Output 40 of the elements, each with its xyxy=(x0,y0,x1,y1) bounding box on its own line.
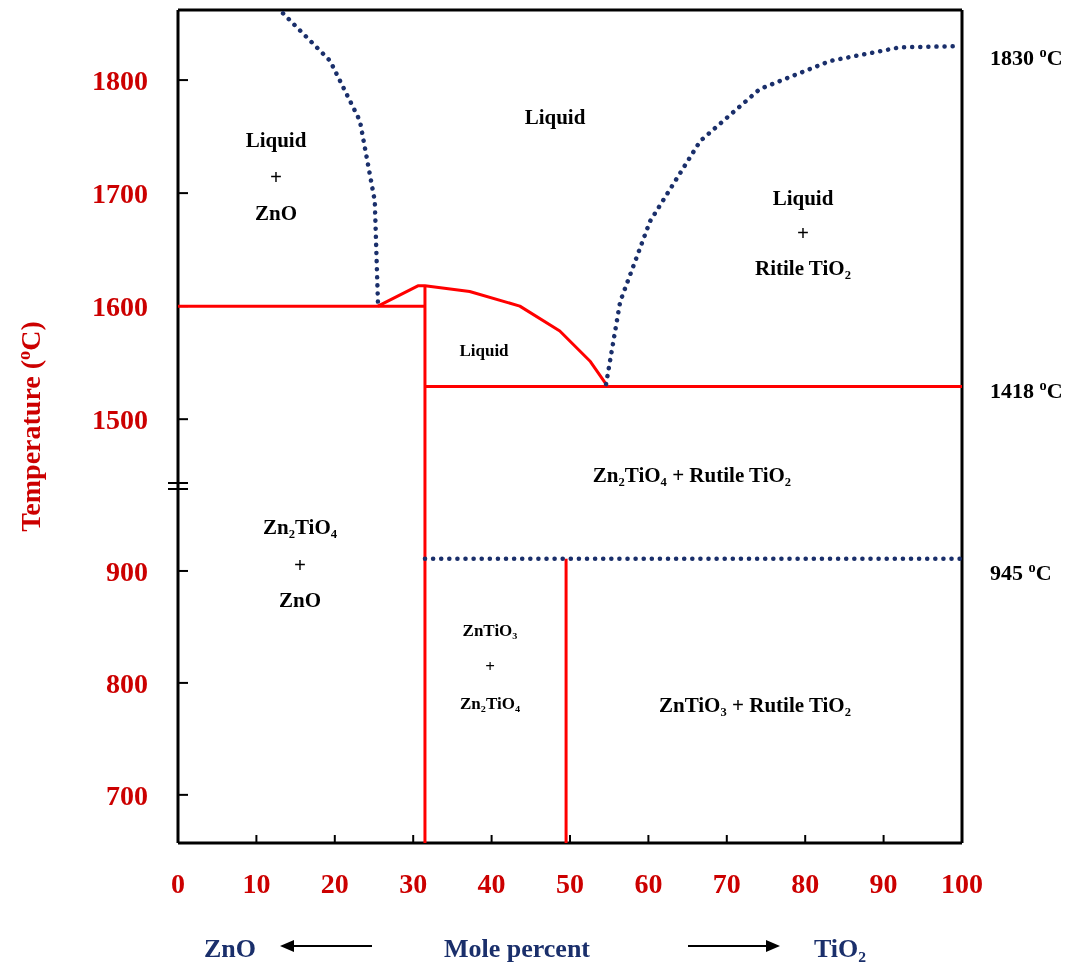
annotation: Zn₂TiO₄ xyxy=(262,515,338,540)
annotation: ZnTiO₃ + Rutile TiO₂ xyxy=(658,693,852,718)
annotation: Liquid xyxy=(245,128,307,153)
annotation: Liquid xyxy=(524,105,586,130)
x-axis-title: Mole percent xyxy=(443,934,591,964)
y-tick-label: 800 xyxy=(106,667,148,699)
annotation: + xyxy=(294,553,306,578)
annotation: ZnO xyxy=(254,201,298,226)
x-tick-label: 40 xyxy=(477,867,506,899)
x-tick-label: 70 xyxy=(712,867,741,899)
annotation: Zn₂TiO₄ + Rutile TiO₂ xyxy=(592,463,792,488)
x-tick-label: 20 xyxy=(320,867,349,899)
x-tick-label: 0 xyxy=(171,867,185,899)
text: ZnO xyxy=(203,934,257,964)
x-tick-label: 100 xyxy=(941,867,983,899)
annotation: ZnTiO₃ xyxy=(462,620,518,640)
y-tick-label: 1600 xyxy=(92,290,148,322)
x-tick-label: 50 xyxy=(556,867,584,899)
text: 1830 $^{o}$C xyxy=(990,43,1063,70)
annotation: + xyxy=(270,165,282,190)
x-tick-label: 10 xyxy=(242,867,271,899)
annotation: + xyxy=(797,221,809,246)
annotation: Liquid xyxy=(772,186,834,211)
x-tick-label: 30 xyxy=(399,867,428,899)
annotation: Liquid xyxy=(459,340,510,360)
text: TiO₂ xyxy=(813,934,867,964)
annotation: Zn₂TiO₄ xyxy=(460,693,520,713)
y-tick-label: 700 xyxy=(106,779,148,811)
annotation: Ritile TiO₂ xyxy=(755,256,851,281)
x-tick-label: 90 xyxy=(869,867,898,899)
y-tick-label: 1500 xyxy=(92,403,148,435)
text: 1418 $^{o}$C xyxy=(990,376,1063,403)
y-tick-label: 1700 xyxy=(92,177,148,209)
y-tick-label: 1800 xyxy=(92,64,148,96)
y-tick-label: 900 xyxy=(106,555,148,587)
text: 945 $^{o}$C xyxy=(990,558,1052,585)
annotation: + xyxy=(485,656,495,676)
x-tick-label: 60 xyxy=(634,867,663,899)
annotation: ZnO xyxy=(278,588,322,613)
x-tick-label: 80 xyxy=(791,867,820,899)
